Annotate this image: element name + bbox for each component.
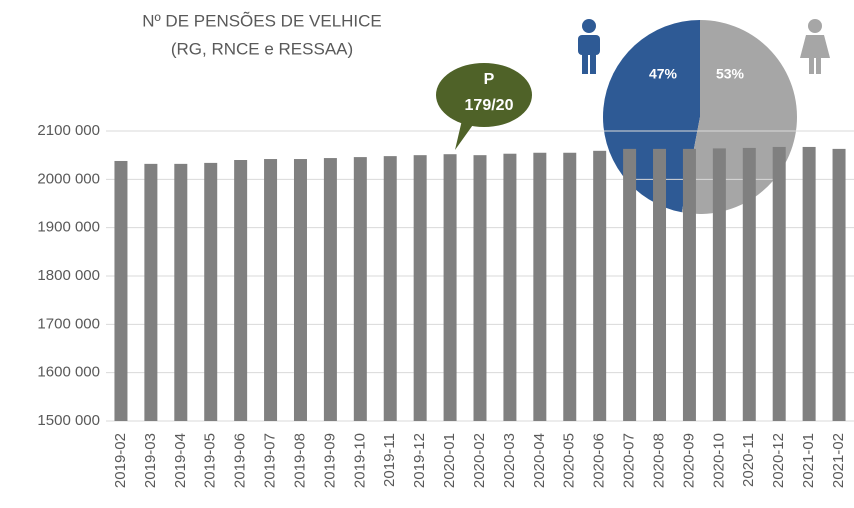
y-tick-label: 1700 000 bbox=[37, 315, 100, 332]
x-tick-label: 2019-09 bbox=[321, 433, 338, 488]
x-tick-label: 2021-01 bbox=[800, 433, 817, 488]
x-tick-label: 2019-11 bbox=[381, 433, 398, 487]
x-tick-label: 2019-10 bbox=[351, 433, 368, 488]
x-tick-label: 2020-05 bbox=[561, 433, 578, 488]
bar bbox=[443, 154, 457, 421]
pie-slice bbox=[681, 20, 797, 214]
bar bbox=[204, 162, 218, 421]
x-tick-label: 2021-02 bbox=[830, 433, 847, 488]
bar bbox=[264, 159, 278, 422]
y-tick-label: 2100 000 bbox=[37, 122, 100, 139]
bar bbox=[234, 160, 248, 421]
bar bbox=[712, 148, 726, 421]
x-tick-label: 2020-09 bbox=[680, 433, 697, 488]
bar bbox=[802, 146, 816, 421]
bar bbox=[114, 160, 128, 421]
chart-subtitle: (RG, RNCE e RESSAA) bbox=[171, 39, 353, 58]
annotation-callout: P 179/20 bbox=[436, 63, 532, 150]
x-tick-label: 2019-05 bbox=[202, 433, 219, 488]
bar bbox=[653, 148, 667, 421]
x-tick-label: 2020-11 bbox=[740, 433, 757, 487]
y-tick-label: 2000 000 bbox=[37, 170, 100, 187]
x-tick-label: 2019-12 bbox=[411, 433, 428, 488]
male-icon bbox=[578, 19, 600, 74]
x-tick-label: 2019-07 bbox=[262, 433, 279, 488]
bar bbox=[353, 157, 367, 421]
x-tick-label: 2020-10 bbox=[710, 433, 727, 488]
pie-label: 47% bbox=[649, 66, 678, 82]
x-tick-label: 2019-06 bbox=[232, 433, 249, 488]
y-tick-label: 1500 000 bbox=[37, 412, 100, 429]
bar bbox=[413, 155, 427, 421]
chart-title: Nº DE PENSÕES DE VELHICE bbox=[142, 11, 382, 30]
bar bbox=[533, 152, 547, 421]
bar bbox=[832, 148, 846, 421]
y-tick-label: 1600 000 bbox=[37, 364, 100, 381]
x-tick-label: 2020-12 bbox=[770, 433, 787, 488]
y-tick-label: 1800 000 bbox=[37, 267, 100, 284]
pie-label: 53% bbox=[716, 66, 745, 82]
x-tick-label: 2020-04 bbox=[531, 433, 548, 488]
bar bbox=[772, 146, 786, 421]
x-tick-label: 2020-06 bbox=[591, 433, 608, 488]
x-tick-label: 2020-02 bbox=[471, 433, 488, 488]
bar bbox=[593, 150, 607, 422]
x-tick-label: 2020-03 bbox=[501, 433, 518, 488]
bar bbox=[323, 158, 337, 422]
x-tick-label: 2020-01 bbox=[441, 433, 458, 488]
bar bbox=[682, 148, 696, 421]
bar bbox=[473, 155, 487, 421]
bar bbox=[174, 163, 188, 421]
x-tick-label: 2019-08 bbox=[291, 433, 308, 488]
x-tick-label: 2019-03 bbox=[142, 433, 159, 488]
x-tick-label: 2020-08 bbox=[650, 433, 667, 488]
bar bbox=[742, 147, 756, 421]
x-tick-label: 2019-04 bbox=[172, 433, 189, 488]
bar bbox=[293, 159, 307, 422]
x-tick-label: 2020-07 bbox=[621, 433, 638, 488]
y-tick-label: 1900 000 bbox=[37, 219, 100, 236]
bar bbox=[503, 153, 517, 421]
annotation-text: P bbox=[484, 71, 495, 88]
bar bbox=[623, 148, 637, 421]
bar bbox=[383, 156, 397, 421]
bar bbox=[144, 163, 158, 421]
female-icon bbox=[800, 19, 830, 74]
annotation-text: 179/20 bbox=[465, 97, 514, 114]
x-tick-label: 2019-02 bbox=[112, 433, 129, 488]
bar bbox=[563, 152, 577, 421]
